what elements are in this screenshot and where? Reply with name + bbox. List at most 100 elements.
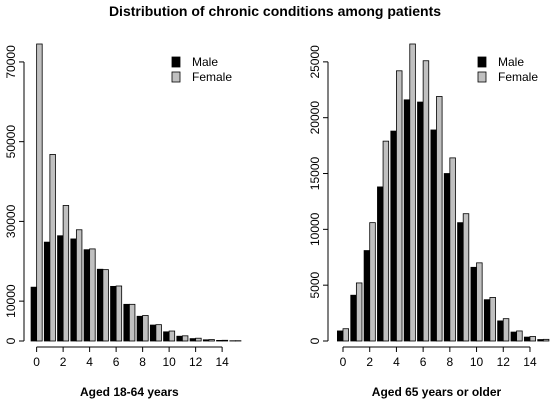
bar-female-2 [62, 205, 70, 342]
y-tick-label-25000: 25000 [308, 45, 322, 79]
y-tick-label-5000: 5000 [308, 272, 322, 299]
bar-female-10 [168, 330, 176, 342]
x-tick-label-4: 4 [393, 355, 400, 369]
panel-2: 0 5000 10000 15000 20000 25000 0 2 4 6 8 10 12 14 Aged… [308, 43, 550, 399]
legend-label-male: Male [192, 55, 218, 69]
x-axis-label: Aged 65 years or older [372, 385, 502, 399]
y-tick-label-50000: 50000 [4, 125, 18, 159]
chart-title: Distribution of chronic conditions among… [109, 3, 441, 19]
bar-male-4 [390, 130, 397, 342]
bar-male-0 [30, 286, 38, 342]
bar-female-11 [181, 335, 189, 342]
bar-female-1 [49, 154, 56, 342]
bar-female-3 [75, 229, 83, 342]
x-axis-label: Aged 18-64 years [80, 385, 179, 399]
x-tick-label-6: 6 [420, 355, 427, 369]
bar-female-9 [462, 213, 470, 342]
bar-male-5 [96, 268, 104, 342]
bar-female-7 [128, 303, 136, 342]
bar-male-2 [363, 250, 371, 342]
panel-1: 0 10000 30000 50000 70000 0 2 4 6 8 10 12 14 Aged 18-… [4, 43, 242, 399]
x-tick-label-10: 10 [162, 355, 176, 369]
legend-swatch-male [477, 56, 487, 68]
bar-male-0 [336, 330, 344, 342]
bar-male-14 [216, 339, 223, 342]
legend-label-male: Male [498, 55, 524, 69]
bar-female-0 [36, 43, 43, 342]
bar-male-11 [176, 335, 183, 342]
legend-swatch-female [477, 71, 487, 83]
bar-male-4 [83, 249, 91, 342]
bar-female-4 [89, 248, 96, 342]
bar-male-1 [350, 294, 357, 342]
x-tick-label-8: 8 [139, 355, 146, 369]
bar-female-5 [409, 43, 416, 342]
bar-male-3 [70, 238, 77, 342]
bar-female-8 [449, 157, 456, 342]
y-tick-label-10000: 10000 [4, 284, 18, 318]
bar-male-11 [483, 299, 491, 342]
bar-female-9 [155, 324, 162, 342]
x-tick-label-10: 10 [470, 355, 484, 369]
bar-female-12 [195, 337, 202, 342]
bar-female-8 [142, 315, 149, 342]
bar-female-13 [516, 330, 523, 342]
bar-female-3 [382, 140, 390, 342]
bar-male-12 [497, 320, 504, 342]
y-tick-label-10000: 10000 [308, 212, 322, 246]
y-tick-label-0: 0 [4, 337, 18, 344]
bar-male-10 [470, 266, 477, 342]
bar-male-9 [457, 222, 464, 342]
bar-female-7 [436, 96, 443, 342]
bar-male-8 [443, 173, 451, 342]
bar-male-3 [377, 186, 384, 342]
x-tick-label-0: 0 [340, 355, 347, 369]
bar-female-13 [208, 339, 215, 342]
bar-male-9 [149, 324, 157, 342]
bar-female-14 [529, 336, 536, 342]
x-tick-label-4: 4 [86, 355, 93, 369]
bar-male-12 [189, 338, 197, 342]
x-tick-label-14: 14 [215, 355, 229, 369]
bar-male-13 [510, 331, 518, 342]
bar-male-6 [110, 285, 117, 342]
bar-male-7 [123, 303, 130, 342]
x-tick-label-12: 12 [497, 355, 511, 369]
x-tick-label-6: 6 [113, 355, 120, 369]
legend-swatch-female [171, 71, 181, 83]
bar-female-6 [422, 60, 430, 342]
y-tick-label-0: 0 [308, 337, 322, 344]
x-tick-label-0: 0 [33, 355, 40, 369]
bar-female-0 [342, 328, 350, 342]
bar-male-7 [430, 129, 437, 342]
x-tick-label-12: 12 [189, 355, 203, 369]
legend-label-female: Female [498, 70, 538, 84]
bar-female-6 [115, 285, 123, 342]
bar-female-1 [355, 282, 363, 342]
legend-label-female: Female [192, 70, 232, 84]
bar-male-8 [136, 315, 144, 342]
bar-female-4 [396, 70, 403, 342]
bar-male-5 [403, 99, 411, 342]
y-tick-label-70000: 70000 [4, 45, 18, 79]
bar-male-14 [523, 336, 531, 342]
bar-male-15 [537, 339, 544, 342]
bar-female-15 [542, 338, 550, 342]
bar-female-10 [476, 262, 483, 342]
y-tick-label-20000: 20000 [308, 101, 322, 135]
x-tick-label-2: 2 [60, 355, 67, 369]
x-tick-label-14: 14 [523, 355, 537, 369]
bar-female-11 [489, 297, 496, 342]
bar-male-13 [202, 339, 210, 342]
bar-female-2 [369, 222, 376, 342]
bar-male-6 [417, 101, 424, 342]
bar-male-1 [43, 241, 51, 342]
y-tick-label-30000: 30000 [4, 204, 18, 238]
bar-female-5 [102, 269, 109, 342]
bar-female-12 [502, 318, 510, 342]
bar-male-2 [57, 235, 64, 342]
y-tick-label-15000: 15000 [308, 157, 322, 191]
